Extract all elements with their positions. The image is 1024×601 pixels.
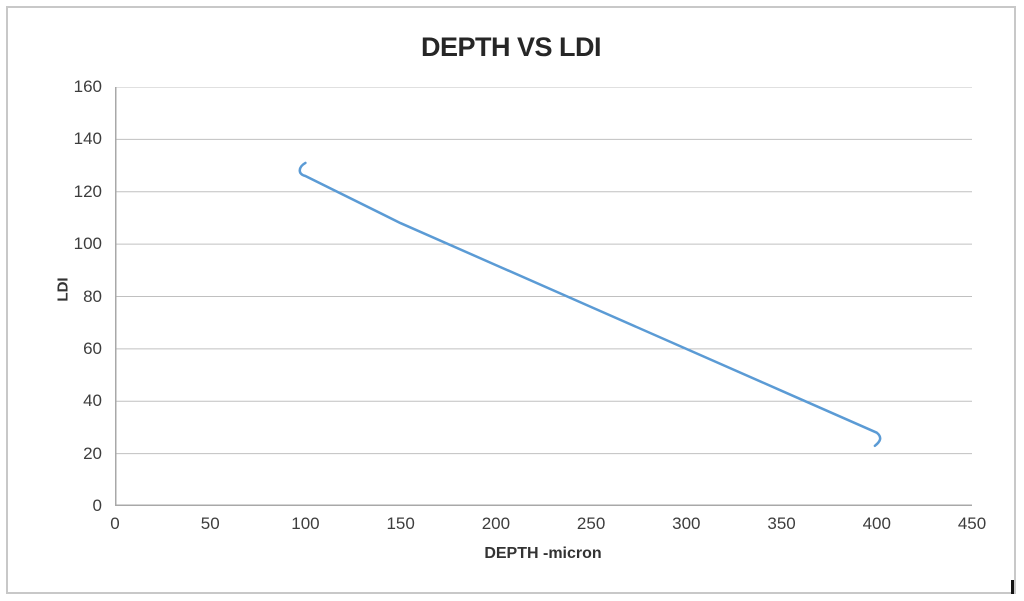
y-tick-label: 80 <box>83 286 102 306</box>
y-axis-title: LDI <box>54 277 72 302</box>
y-tick-label: 40 <box>83 391 102 411</box>
x-tick-label: 50 <box>200 514 220 533</box>
chart-title: DEPTH VS LDI <box>420 32 602 62</box>
x-tick-label: 350 <box>767 514 796 533</box>
x-tick-label: 300 <box>672 514 701 533</box>
x-tick-label: 250 <box>576 514 606 533</box>
x-tick-label: 450 <box>957 514 987 533</box>
y-tick-label: 0 <box>92 496 102 515</box>
x-tick-label: 100 <box>291 514 320 533</box>
y-tick-label: 120 <box>73 181 102 201</box>
y-tick-label: 60 <box>83 338 102 358</box>
text-cursor-artifact <box>1011 580 1014 594</box>
x-tick-label: 200 <box>481 514 511 533</box>
chart-frame: DEPTH VS LDI <box>6 6 1016 594</box>
data-line-ldi <box>298 161 882 448</box>
x-tick-label: 400 <box>862 514 891 533</box>
x-tick-label: 0 <box>110 514 120 533</box>
y-tick-label: 100 <box>73 234 102 254</box>
plot-area <box>115 87 972 506</box>
x-axis-title: DEPTH -micron <box>484 545 602 562</box>
y-tick-label: 20 <box>83 443 102 463</box>
x-tick-label: 150 <box>386 514 415 533</box>
y-tick-label: 160 <box>73 77 102 96</box>
y-tick-label: 140 <box>73 129 102 149</box>
